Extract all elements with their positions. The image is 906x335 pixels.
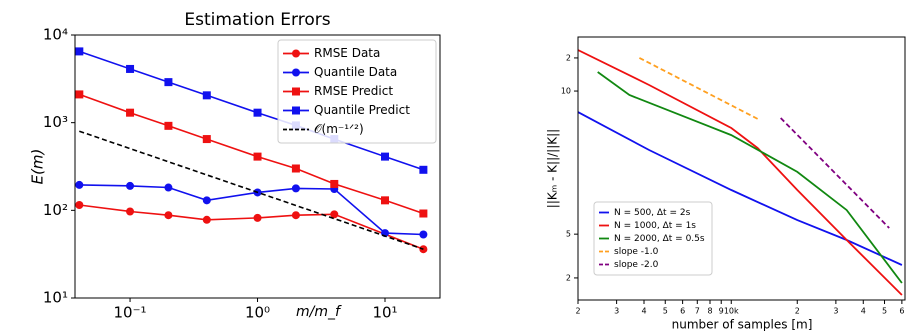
data-point	[253, 213, 262, 222]
legend-marker	[292, 87, 300, 96]
x-tick-label: 5	[882, 306, 887, 315]
data-point	[164, 78, 173, 87]
plot-area	[75, 47, 428, 254]
x-axis-label: number of samples [m]	[672, 318, 813, 332]
data-point	[164, 121, 173, 130]
x-tick-label: 10⁰	[245, 304, 270, 322]
data-point	[202, 196, 211, 205]
x-tick-label: 2	[575, 306, 580, 315]
series-line	[79, 130, 424, 250]
legend-label: N = 500, Δt = 2s	[614, 208, 691, 218]
y-axis-label: E(m)	[29, 149, 47, 185]
chart-title: Estimation Errors	[184, 10, 330, 30]
x-tick-label: 3	[614, 306, 619, 315]
y-tick-label: 10²	[43, 201, 68, 219]
data-point	[381, 196, 390, 205]
legend-label: slope -1.0	[614, 247, 659, 257]
legend-marker	[292, 106, 300, 115]
data-point	[419, 165, 428, 174]
legend-label: N = 1000, Δt = 1s	[614, 221, 696, 231]
x-tick-label: 9	[719, 306, 724, 315]
legend-marker	[292, 49, 300, 58]
x-tick-label: 6	[899, 306, 904, 315]
x-tick-label: 6	[680, 306, 685, 315]
data-point	[164, 183, 173, 192]
data-point	[419, 230, 428, 239]
x-tick-label: 10⁻¹	[114, 304, 147, 322]
data-point	[126, 181, 135, 190]
x-tick-label: 7	[695, 306, 700, 315]
data-point	[330, 210, 339, 219]
legend-label: slope -2.0	[614, 260, 659, 270]
x-tick-label: 10¹	[372, 304, 397, 322]
data-point	[126, 64, 135, 73]
legend-label: Quantile Data	[314, 65, 397, 79]
data-point	[75, 47, 84, 56]
data-point	[291, 184, 300, 193]
x-tick-label: 5	[663, 306, 668, 315]
data-point	[381, 152, 390, 161]
legend-box	[277, 39, 437, 144]
y-tick-label: 10⁴	[43, 26, 68, 44]
data-point	[126, 108, 135, 117]
y-axis-label: ||Kₘ - K||/||K||	[546, 129, 560, 208]
y-tick-label: 10	[561, 87, 571, 96]
data-point	[202, 91, 211, 100]
data-point	[330, 179, 339, 188]
series-line	[79, 204, 424, 250]
data-point	[75, 201, 84, 210]
data-point	[291, 211, 300, 220]
data-point	[202, 215, 211, 224]
y-tick-label: 2	[566, 53, 571, 62]
data-point	[126, 207, 135, 216]
series-line	[780, 117, 890, 229]
x-tick-label: 3	[833, 306, 838, 315]
data-point	[75, 180, 84, 189]
legend-label: N = 2000, Δt = 0.5s	[614, 234, 705, 244]
series-line	[578, 111, 903, 266]
chart: 2 3 4 5 6 7 8 9 10k 2 3 4 5 6 2 5 10 2 number of samples […	[546, 36, 906, 332]
x-tick-label: 8	[707, 306, 712, 315]
data-point	[202, 135, 211, 144]
data-point	[164, 211, 173, 220]
legend-box	[593, 201, 713, 276]
data-point	[253, 108, 262, 117]
x-tick-label: 4	[641, 306, 646, 315]
x-tick-label: 4	[861, 306, 866, 315]
data-point	[253, 152, 262, 161]
legend-label: Quantile Predict	[314, 103, 410, 117]
data-point	[419, 209, 428, 218]
y-tick-label: 10¹	[43, 289, 68, 307]
data-point	[75, 90, 84, 99]
data-point	[291, 164, 300, 173]
series-line	[597, 71, 903, 284]
legend-label: RMSE Predict	[314, 84, 393, 98]
y-tick-label: 5	[566, 230, 571, 239]
y-tick-label: 2	[566, 273, 571, 282]
legend-marker	[292, 68, 300, 77]
x-tick-label: 10k	[724, 306, 739, 315]
y-tick-label: 10³	[43, 113, 68, 131]
x-axis-label: m/m_f	[296, 304, 342, 320]
plot-area	[578, 49, 903, 296]
x-tick-label: 2	[795, 306, 800, 315]
legend-label: RMSE Data	[314, 46, 380, 60]
series-line	[578, 49, 903, 296]
legend-label: 𝒪(m⁻¹ᐟ²)	[314, 122, 364, 136]
plot-frame	[577, 36, 906, 301]
series-line	[638, 57, 761, 121]
plot-frame	[74, 34, 441, 299]
chart: Estimation Errors 10⁻¹ 10⁰ 10¹ 10¹ 10² 10³ 10⁴ m…	[29, 10, 441, 322]
